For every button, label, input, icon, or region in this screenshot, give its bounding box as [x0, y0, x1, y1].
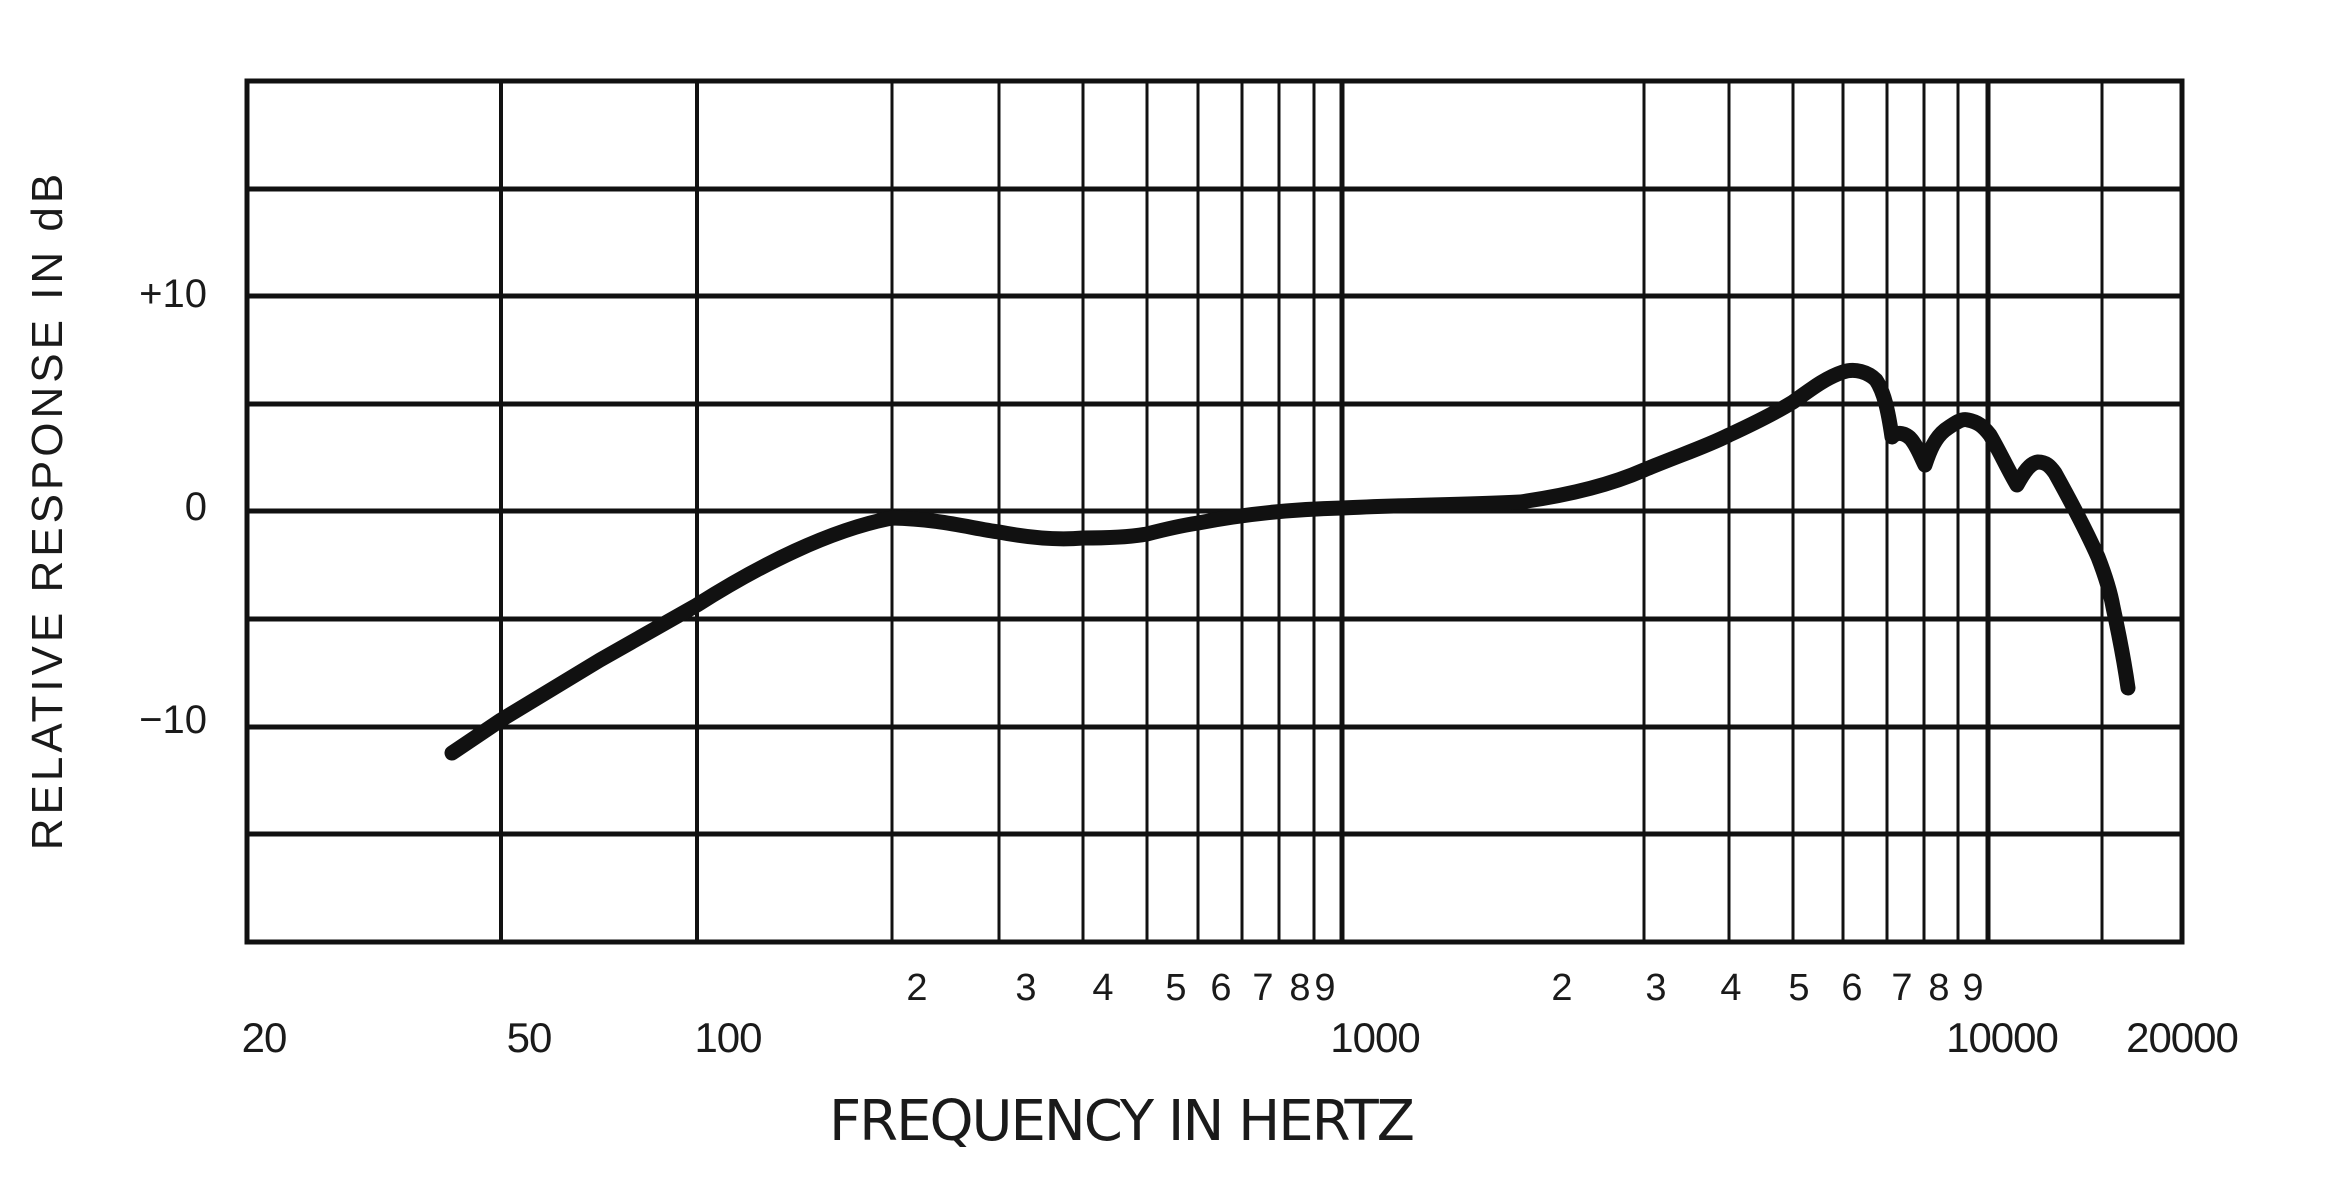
- x-minor-label: 5: [1165, 967, 1186, 1009]
- frequency-response-curve: [444, 362, 2136, 761]
- x-minor-label: 5: [1788, 967, 1809, 1009]
- x-label-20000: 20000: [2126, 1014, 2238, 1061]
- y-tick-plus10: +10: [139, 272, 207, 316]
- x-minor-label: 4: [1092, 967, 1113, 1009]
- x-minor-label: 8: [1289, 967, 1310, 1009]
- x-minor-label: 2: [1551, 967, 1572, 1009]
- x-label-50: 50: [507, 1014, 552, 1061]
- x-label-20: 20: [242, 1014, 287, 1061]
- y-tick-zero: 0: [185, 485, 207, 529]
- x-minor-label: 2: [906, 967, 927, 1009]
- x-label-100: 100: [694, 1014, 761, 1061]
- x-minor-label: 7: [1891, 967, 1912, 1009]
- x-minor-label: 6: [1210, 967, 1231, 1009]
- x-minor-label: 9: [1314, 967, 1335, 1009]
- x-minor-labels-thousands: 2 3 4 5 6 7 8 9: [1551, 967, 1983, 1009]
- y-axis-title: RELATIVE RESPONSE IN dB: [23, 170, 72, 850]
- x-major-labels: 20 50 100 1000 10000 20000: [242, 1014, 2239, 1061]
- x-minor-label: 4: [1720, 967, 1741, 1009]
- x-label-10000: 10000: [1946, 1014, 2058, 1061]
- x-axis-title: FREQUENCY IN HERTZ: [829, 1089, 1413, 1154]
- x-minor-label: 8: [1928, 967, 1949, 1009]
- x-minor-label: 3: [1015, 967, 1036, 1009]
- x-minor-label: 6: [1841, 967, 1862, 1009]
- y-tick-minus10: −10: [139, 698, 207, 742]
- plot-border: [244, 78, 2185, 945]
- x-minor-labels-hundreds: 2 3 4 5 6 7 8 9: [906, 967, 1335, 1009]
- x-label-1000: 1000: [1330, 1014, 1419, 1061]
- horizontal-gridlines: [247, 186, 2182, 837]
- x-minor-label: 9: [1962, 967, 1983, 1009]
- x-minor-label: 3: [1645, 967, 1666, 1009]
- x-minor-label: 7: [1252, 967, 1273, 1009]
